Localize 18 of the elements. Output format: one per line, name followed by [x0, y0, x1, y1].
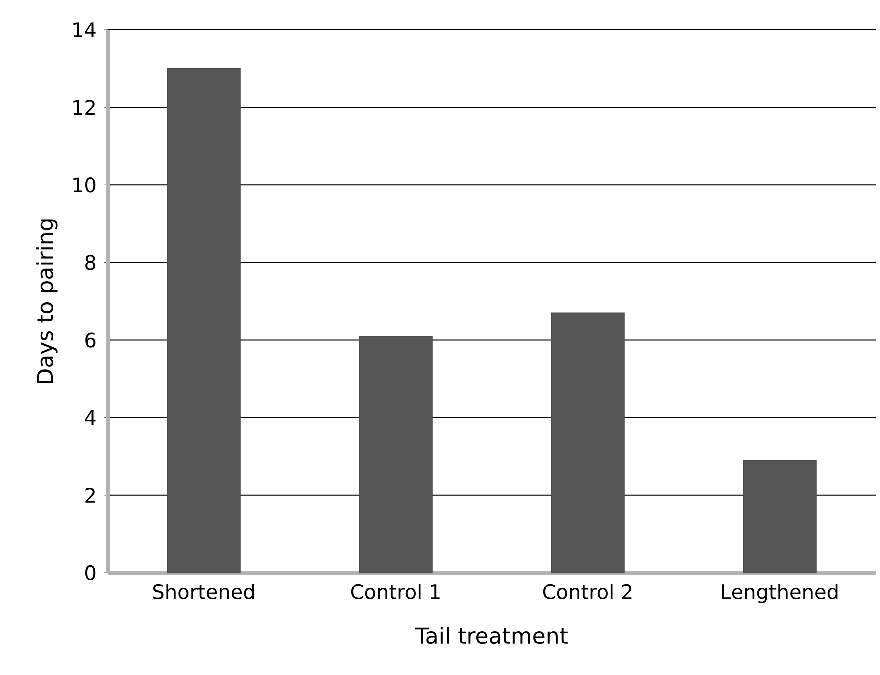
y-tick-label: 12 — [74, 100, 95, 115]
x-axis-title: Tail treatment — [416, 627, 568, 644]
y-tick-label: 2 — [86, 488, 95, 503]
y-tick-label: 0 — [86, 565, 96, 581]
bar — [359, 336, 433, 574]
bar — [551, 312, 625, 574]
bar — [167, 68, 241, 574]
bar — [743, 460, 817, 574]
x-tick-label: Lengthened — [722, 584, 838, 604]
x-tick-label: Shortened — [153, 584, 254, 600]
y-tick-label: 14 — [74, 22, 96, 38]
y-axis-title: Days to pairing — [36, 220, 58, 384]
y-tick-label: 4 — [85, 410, 96, 426]
x-tick-label: Control 1 — [351, 584, 440, 600]
y-tick-label: 6 — [86, 332, 96, 348]
x-tick-label: Control 2 — [543, 584, 632, 600]
y-tick-label: 8 — [86, 255, 96, 270]
y-tick-label: 10 — [74, 178, 96, 193]
